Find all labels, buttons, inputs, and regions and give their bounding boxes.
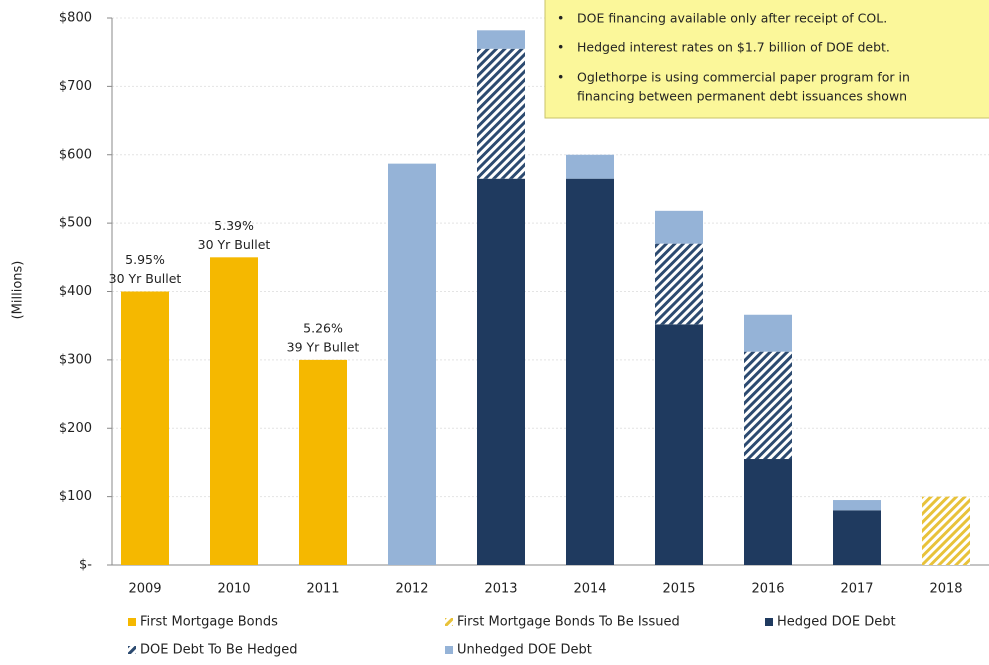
y-tick-label: $600 bbox=[59, 147, 92, 162]
legend-label: Unhedged DOE Debt bbox=[457, 643, 592, 658]
bar-segment bbox=[833, 500, 881, 511]
data-label: 39 Yr Bullet bbox=[287, 339, 360, 354]
y-tick-label: $200 bbox=[59, 421, 92, 436]
legend-swatch bbox=[765, 618, 773, 626]
note-bullet: • bbox=[557, 11, 564, 26]
legend-swatch bbox=[128, 646, 136, 654]
bar-segment bbox=[210, 257, 258, 565]
bar-segment bbox=[744, 351, 792, 460]
legend-label: First Mortgage Bonds To Be Issued bbox=[457, 615, 680, 630]
legend-label: Hedged DOE Debt bbox=[777, 615, 896, 630]
x-tick-label: 2013 bbox=[484, 582, 517, 597]
bar-segment bbox=[477, 48, 525, 179]
x-tick-label: 2018 bbox=[929, 582, 962, 597]
x-tick-label: 2011 bbox=[306, 582, 339, 597]
x-tick-label: 2012 bbox=[395, 582, 428, 597]
note-text: Hedged interest rates on $1.7 billion of… bbox=[577, 40, 890, 55]
bar-segment bbox=[655, 324, 703, 565]
legend-swatch bbox=[445, 618, 453, 626]
bar-segment bbox=[655, 210, 703, 244]
bar-segment bbox=[477, 30, 525, 49]
legend-swatch bbox=[445, 646, 453, 654]
y-tick-label: $800 bbox=[59, 11, 92, 26]
y-tick-label: $700 bbox=[59, 79, 92, 94]
bar-segment bbox=[655, 243, 703, 325]
bar-segment bbox=[566, 154, 614, 179]
x-tick-label: 2014 bbox=[573, 582, 606, 597]
legend-swatch bbox=[128, 618, 136, 626]
legend-label: First Mortgage Bonds bbox=[140, 615, 278, 630]
x-tick-label: 2017 bbox=[840, 582, 873, 597]
note-text: financing between permanent debt issuanc… bbox=[577, 89, 907, 104]
x-tick-label: 2015 bbox=[662, 582, 695, 597]
bar-segment bbox=[922, 496, 970, 565]
bar-segment bbox=[833, 510, 881, 565]
bar-segment bbox=[477, 178, 525, 565]
note-bullet: • bbox=[557, 70, 564, 85]
note-background bbox=[544, 0, 989, 119]
y-tick-label: $500 bbox=[59, 216, 92, 231]
y-tick-label: $- bbox=[79, 558, 92, 573]
data-label: 30 Yr Bullet bbox=[198, 237, 271, 252]
note-bullet: • bbox=[557, 40, 564, 55]
bar-segment bbox=[566, 178, 614, 565]
bar-segment bbox=[299, 359, 347, 565]
y-tick-label: $100 bbox=[59, 489, 92, 504]
note-text: Oglethorpe is using commercial paper pro… bbox=[577, 70, 910, 85]
y-tick-label: $400 bbox=[59, 284, 92, 299]
y-tick-label: $300 bbox=[59, 352, 92, 367]
data-label: 5.39% bbox=[214, 218, 254, 233]
note-box: • DOE financing available only after rece… bbox=[544, 0, 989, 119]
data-label: 5.95% bbox=[125, 252, 165, 267]
data-label: 5.26% bbox=[303, 320, 343, 335]
bar-segment bbox=[744, 459, 792, 565]
x-tick-label: 2010 bbox=[217, 582, 250, 597]
bar-segment bbox=[121, 291, 169, 565]
bar-segment bbox=[388, 163, 436, 566]
y-axis-label: (Millions) bbox=[11, 261, 26, 320]
data-label: 30 Yr Bullet bbox=[109, 271, 182, 286]
legend-label: DOE Debt To Be Hedged bbox=[140, 643, 297, 658]
x-tick-label: 2016 bbox=[751, 582, 784, 597]
note-text: DOE financing available only after recei… bbox=[577, 11, 887, 26]
x-tick-label: 2009 bbox=[128, 582, 161, 597]
bar-segment bbox=[744, 314, 792, 352]
